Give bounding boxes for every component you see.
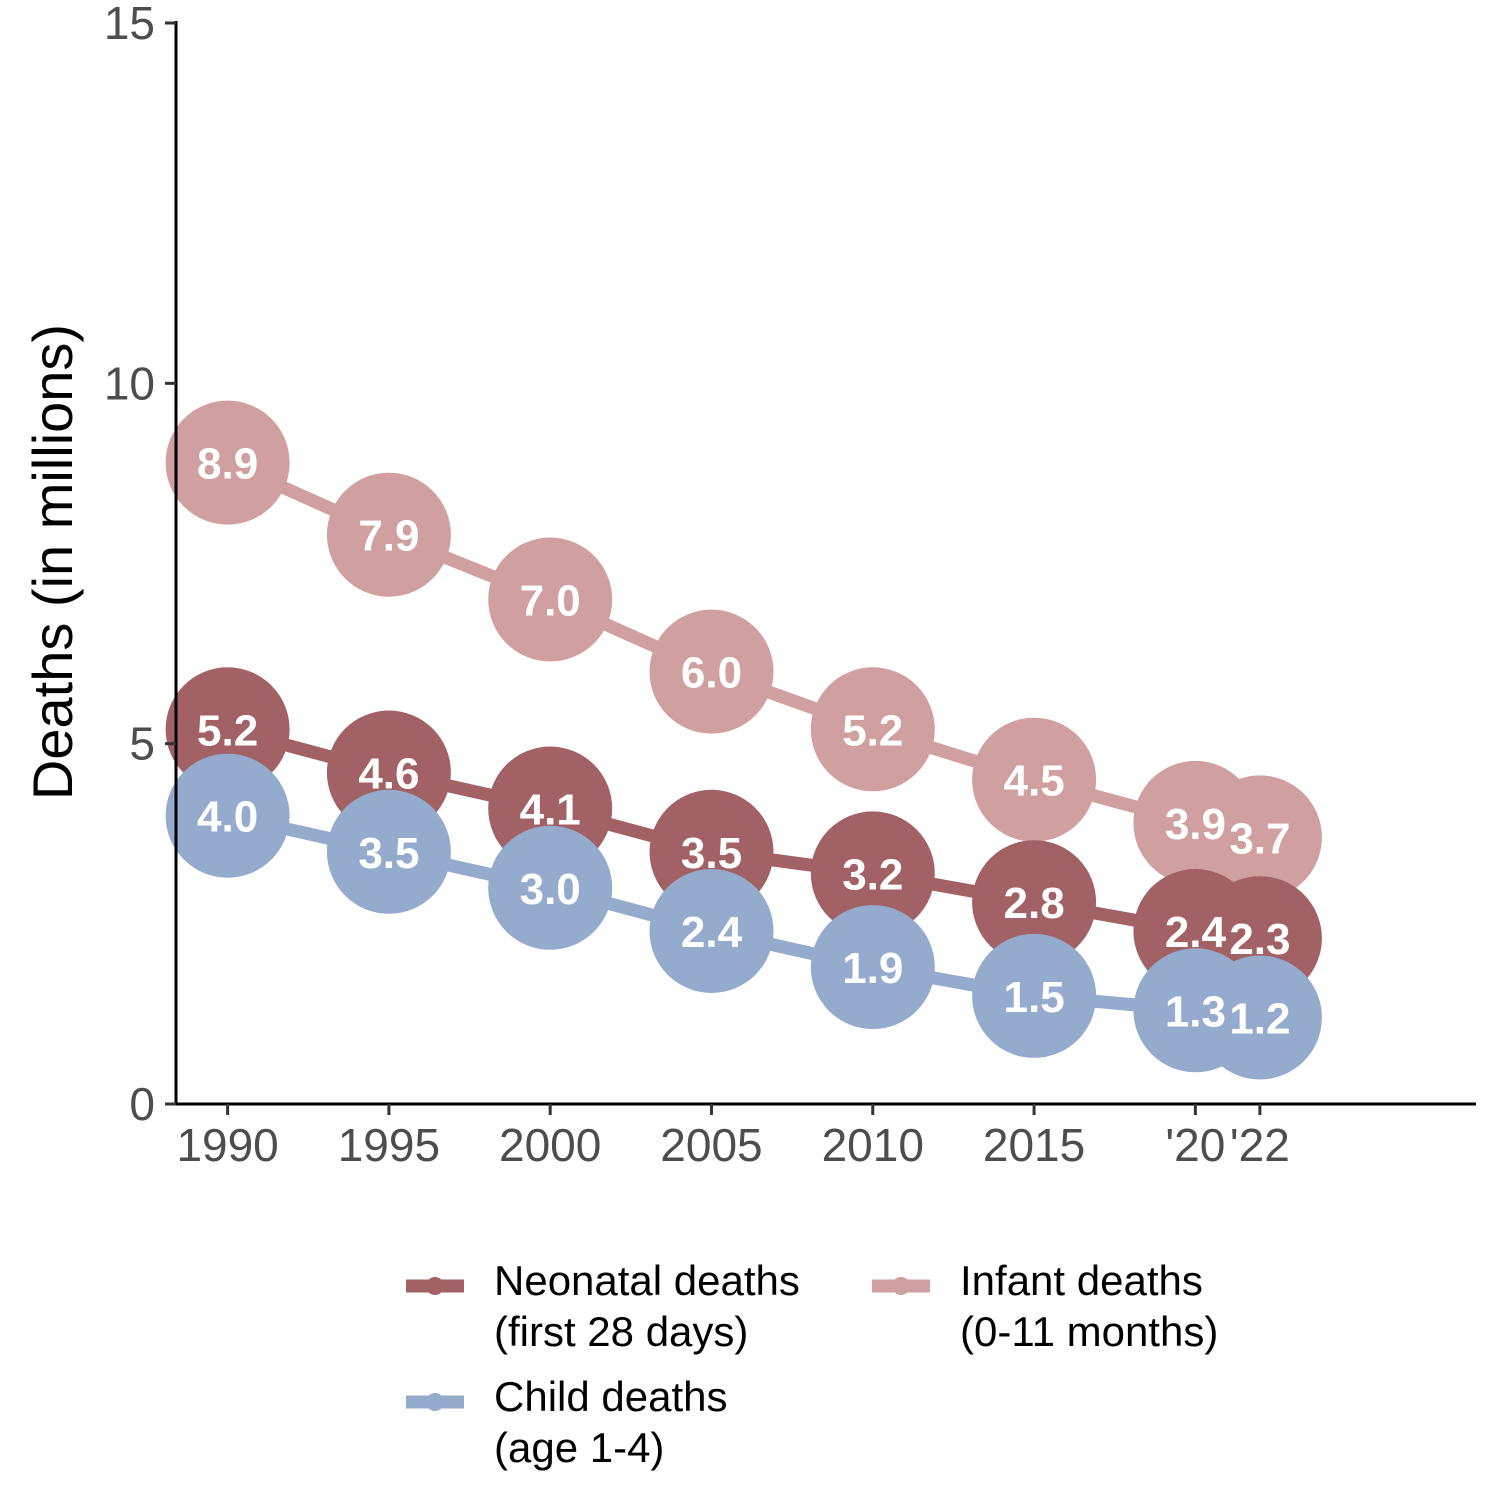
data-label: 1.3 xyxy=(1165,987,1226,1036)
data-label: 8.9 xyxy=(197,440,258,489)
plot-series: 8.97.97.06.05.24.53.9 3.75.24.64.13.5 3.22… xyxy=(165,400,1322,1080)
data-label: 5.2 xyxy=(197,706,258,755)
data-label: 1.9 xyxy=(842,944,903,993)
data-label: 3.2 xyxy=(842,850,903,899)
x-tick-label: 2005 xyxy=(660,1119,762,1171)
data-point xyxy=(810,811,935,936)
legend-key-point xyxy=(426,1393,444,1411)
x-tick-label: '20 xyxy=(1165,1119,1225,1171)
x-tick-label: 2010 xyxy=(822,1119,924,1171)
data-label: 3.7 xyxy=(1229,814,1290,863)
x-tick-label: 1995 xyxy=(338,1119,440,1171)
data-label: 1.5 xyxy=(1004,973,1065,1022)
legend-item-neonatal: Neonatal deaths (first 28 days) xyxy=(406,1257,800,1355)
y-axis-title: Deaths (in millions) xyxy=(21,324,84,800)
y-tick-label: 0 xyxy=(129,1078,155,1130)
data-point xyxy=(1197,955,1322,1080)
axes: 0 5 10 15 1990 1995 2000 2005 2010 2015 '20'22 xyxy=(104,0,1476,1171)
data-label: 7.0 xyxy=(520,577,581,626)
data-point xyxy=(488,537,613,662)
data-point xyxy=(972,933,1097,1058)
data-label: 3.5 xyxy=(358,829,419,878)
data-label: 4.0 xyxy=(197,793,258,842)
data-label: 7.9 xyxy=(358,512,419,561)
series-infant: 8.9 7.9 7.0 6.0 5.2 4.5 3.9 3.7 xyxy=(165,400,1322,900)
x-tick-label: '22 xyxy=(1230,1119,1290,1171)
legend-key-point xyxy=(426,1277,444,1295)
legend-label: Child deaths (age 1-4) xyxy=(494,1373,727,1471)
y-tick-label: 15 xyxy=(104,0,155,49)
data-point xyxy=(165,753,290,878)
data-point xyxy=(1197,775,1322,900)
data-point xyxy=(649,609,774,734)
legend-key-point xyxy=(892,1277,910,1295)
y-tick-label: 5 xyxy=(129,718,155,770)
data-point xyxy=(649,869,774,993)
data-label: 5.2 xyxy=(842,706,903,755)
series-child: 4.0 3.5 3.0 2.4 1.9 1.5 1.3 1.2 xyxy=(165,753,1322,1080)
x-tick-label: 2000 xyxy=(499,1119,601,1171)
data-point xyxy=(972,717,1097,842)
legend: Neonatal deaths (first 28 days) Infant dea… xyxy=(406,1257,1218,1471)
data-label: 3.9 xyxy=(1165,800,1226,849)
data-point xyxy=(488,825,613,950)
data-label: 6.0 xyxy=(681,649,742,698)
x-tick-label: 1990 xyxy=(176,1119,278,1171)
data-point xyxy=(326,789,451,914)
y-tick-label: 10 xyxy=(104,357,155,409)
legend-item-child: Child deaths (age 1-4) xyxy=(406,1373,727,1471)
legend-label: Infant deaths (0-11 months) xyxy=(960,1257,1218,1355)
legend-item-infant: Infant deaths (0-11 months) xyxy=(872,1257,1218,1355)
data-point xyxy=(810,905,935,1030)
data-point xyxy=(972,840,1097,965)
data-label: 4.5 xyxy=(1004,757,1065,806)
data-point xyxy=(165,667,290,792)
legend-label: Neonatal deaths (first 28 days) xyxy=(494,1257,800,1355)
data-point xyxy=(165,400,290,525)
data-label: 2.8 xyxy=(1004,879,1065,928)
data-label: 3.0 xyxy=(520,865,581,914)
data-label: 2.4 xyxy=(681,908,743,957)
x-tick-label: 2015 xyxy=(983,1119,1085,1171)
data-point xyxy=(326,472,451,597)
data-label: 1.2 xyxy=(1229,995,1290,1044)
data-point xyxy=(810,667,935,792)
